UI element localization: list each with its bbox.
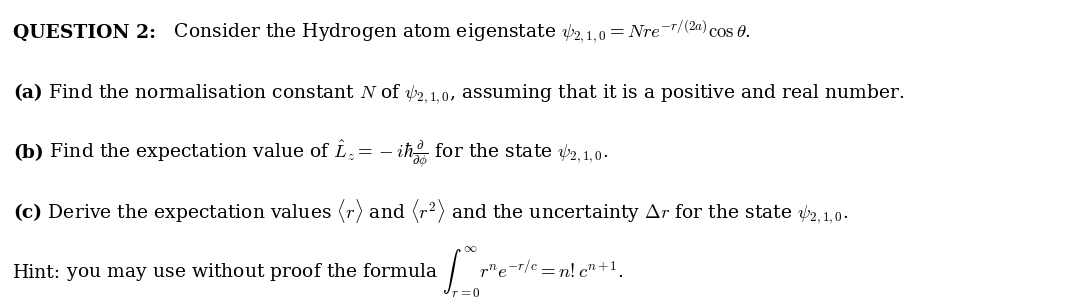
Text: Derive the expectation values $\langle r\rangle$ and $\langle r^2\rangle$ and th: Derive the expectation values $\langle r… — [42, 197, 849, 226]
Text: (b): (b) — [13, 144, 43, 162]
Text: (a): (a) — [13, 84, 42, 102]
Text: Hint:: Hint: — [13, 264, 61, 282]
Text: Find the expectation value of $\hat{L}_z = -i\hbar\frac{\partial}{\partial\phi}$: Find the expectation value of $\hat{L}_z… — [43, 139, 608, 170]
Text: (c): (c) — [13, 204, 42, 222]
Text: Consider the Hydrogen atom eigenstate $\psi_{2,1,0} = Nre^{-r/(2a)}\cos\theta$.: Consider the Hydrogen atom eigenstate $\… — [156, 18, 751, 46]
Text: QUESTION 2:: QUESTION 2: — [13, 24, 156, 42]
Text: Find the normalisation constant $N$ of $\psi_{2,1,0}$, assuming that it is a pos: Find the normalisation constant $N$ of $… — [42, 82, 904, 106]
Text: you may use without proof the formula $\int_{r=0}^{\infty} r^n e^{-r/c} = n!c^{n: you may use without proof the formula $\… — [61, 244, 624, 300]
